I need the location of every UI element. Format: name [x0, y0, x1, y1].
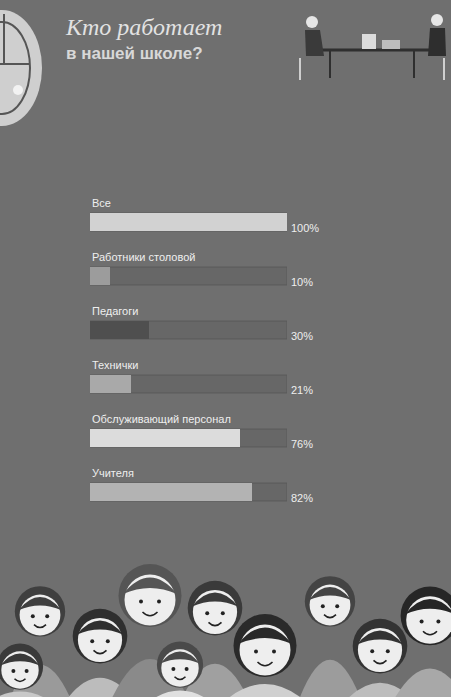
svg-text:Обслуживающий персонал: Обслуживающий персонал	[92, 413, 231, 425]
svg-text:10%: 10%	[291, 276, 313, 288]
svg-text:30%: 30%	[291, 330, 313, 342]
svg-text:82%: 82%	[291, 492, 313, 504]
svg-text:100%: 100%	[291, 222, 319, 234]
svg-text:Работники столовой: Работники столовой	[92, 251, 195, 263]
svg-text:Педагоги: Педагоги	[92, 305, 138, 317]
svg-text:Технички: Технички	[92, 359, 138, 371]
html-text:Кто работает: Кто работает	[66, 14, 223, 40]
svg-text:21%: 21%	[291, 384, 313, 396]
svg-text:Все: Все	[92, 197, 111, 209]
svg-text:76%: 76%	[291, 438, 313, 450]
html-text:в нашей школе?: в нашей школе?	[66, 44, 203, 63]
svg-text:Учителя: Учителя	[92, 467, 134, 479]
